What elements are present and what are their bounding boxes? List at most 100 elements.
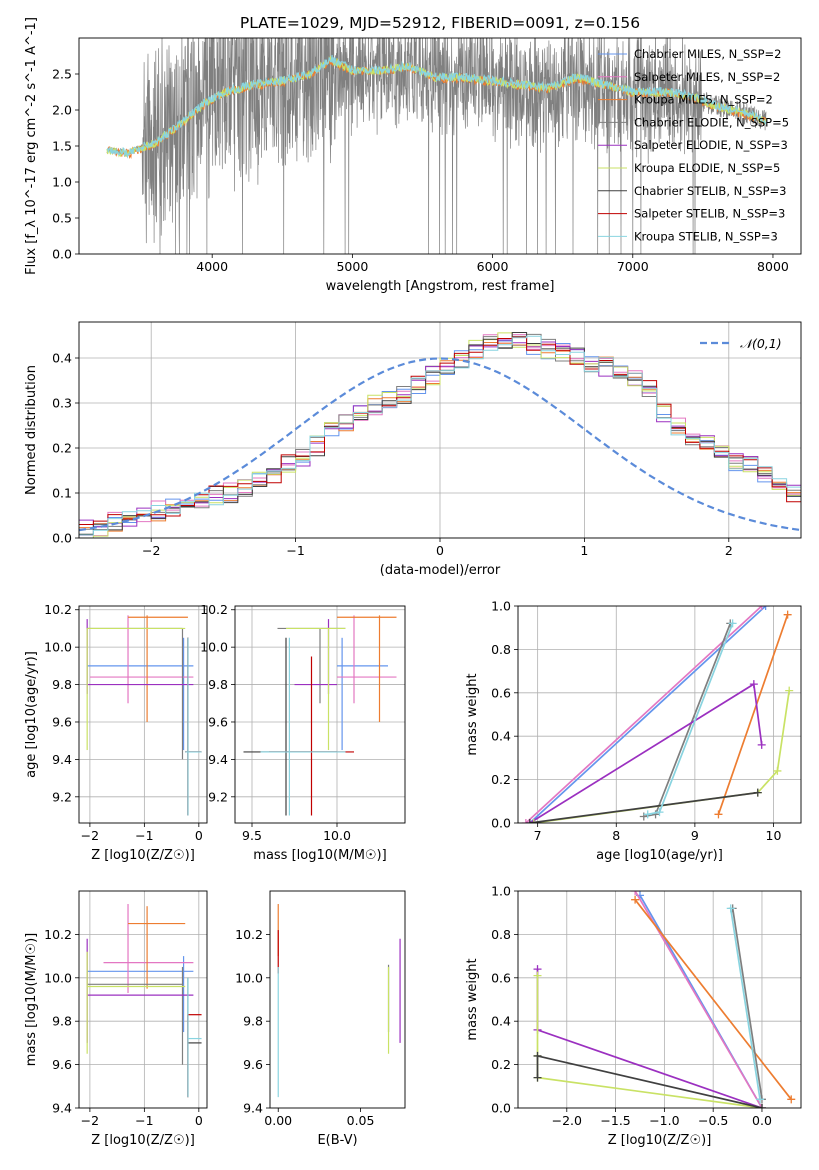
y-axis-label: mass [log10(M/M☉)] xyxy=(24,933,39,1066)
y-axis-label: age [log10(age/yr)] xyxy=(24,651,39,778)
y-tick-label: 9.6 xyxy=(243,1057,263,1072)
x-tick-label: −2 xyxy=(81,828,99,843)
massweight-line xyxy=(536,969,763,1108)
legend-label: Chabrier ELODIE, N_SSP=5 xyxy=(634,115,789,129)
x-tick-label: −2 xyxy=(81,1113,99,1128)
legend-label: Kroupa MILES, N_SSP=2 xyxy=(634,93,773,107)
y-tick-label: 9.8 xyxy=(52,677,72,692)
plus-marker xyxy=(773,766,782,775)
x-tick-label: 9.5 xyxy=(242,828,262,843)
x-tick-label: −2 xyxy=(142,543,160,558)
plus-marker xyxy=(533,971,542,980)
plus-marker xyxy=(714,810,723,819)
x-tick-label: 0 xyxy=(436,543,444,558)
plus-marker xyxy=(631,895,640,904)
x-axis-label: Z [log10(Z/Z☉)] xyxy=(608,1133,712,1148)
legend-label: 𝒩(0,1) xyxy=(740,336,782,351)
spectrum-model-line xyxy=(106,54,767,159)
massweight-line xyxy=(643,623,732,818)
y-axis-label: mass weight xyxy=(465,958,480,1040)
plot-area xyxy=(79,606,207,823)
legend-spectrum: Chabrier MILES, N_SSP=2 Salpeter MILES, N… xyxy=(598,47,789,243)
plus-marker xyxy=(756,1095,765,1104)
plot-area xyxy=(79,891,207,1108)
y-tick-label: 0.8 xyxy=(491,642,511,657)
y-tick-label: 0.2 xyxy=(52,441,72,456)
errorbar-point xyxy=(86,619,194,694)
y-tick-label: 9.2 xyxy=(208,789,228,804)
x-tick-label: −1 xyxy=(286,543,304,558)
plot-area xyxy=(235,606,405,823)
errorbar-point xyxy=(185,637,202,816)
errorbar-point xyxy=(103,904,194,993)
y-tick-label: 0.0 xyxy=(491,1101,511,1116)
y-tick-label: 10.0 xyxy=(44,970,72,985)
axes-frame xyxy=(78,890,208,1109)
y-tick-label: 10.2 xyxy=(235,927,263,942)
y-tick-label: 0.2 xyxy=(491,1057,511,1072)
massweight-line xyxy=(731,908,763,1100)
errorbar-point xyxy=(286,627,346,751)
y-tick-label: 9.6 xyxy=(208,714,228,729)
legend-label: Chabrier MILES, N_SSP=2 xyxy=(634,47,781,61)
plus-marker xyxy=(783,610,792,619)
y-tick-label: 0.4 xyxy=(52,351,72,366)
x-tick-label: −2.0 xyxy=(552,1113,582,1128)
plot-area xyxy=(518,606,801,823)
plus-marker xyxy=(757,606,766,610)
x-axis-label: age [log10(age/yr)] xyxy=(596,848,723,863)
plus-marker xyxy=(787,1095,796,1104)
plus-marker xyxy=(753,788,762,797)
plus-marker xyxy=(631,891,640,895)
x-tick-label: 7000 xyxy=(617,259,649,274)
errorbar-point xyxy=(294,619,337,694)
errorbar-point xyxy=(128,615,188,722)
legend-label: Salpeter STELIB, N_SSP=3 xyxy=(634,207,785,221)
axes-frame xyxy=(78,321,802,539)
y-axis-label: mass weight xyxy=(465,673,480,755)
plot-area xyxy=(106,38,767,254)
massweight-line xyxy=(529,791,758,823)
x-tick-label: 8000 xyxy=(757,259,789,274)
x-tick-label: 10.0 xyxy=(323,828,351,843)
errorbar-point xyxy=(187,1014,202,1098)
plus-marker xyxy=(761,606,770,610)
errorbar-point xyxy=(243,637,337,816)
plus-marker xyxy=(525,819,534,823)
y-tick-label: 9.8 xyxy=(243,1014,263,1029)
legend-label: Kroupa STELIB, N_SSP=3 xyxy=(634,229,778,243)
y-tick-label: 1.0 xyxy=(52,175,72,190)
y-tick-label: 2.5 xyxy=(52,67,72,82)
y-tick-label: 10.0 xyxy=(200,640,228,655)
plus-marker xyxy=(655,808,664,817)
y-tick-label: 0.4 xyxy=(491,1014,511,1029)
errorbar-point xyxy=(86,627,186,751)
plus-marker xyxy=(757,740,766,749)
errorbar-point xyxy=(337,615,397,722)
y-tick-label: 0.6 xyxy=(491,970,511,985)
plus-marker xyxy=(529,819,538,823)
errorbar-point xyxy=(337,615,397,704)
x-axis-label: Z [log10(Z/Z☉)] xyxy=(91,848,195,863)
errorbar-point xyxy=(86,951,186,1054)
errorbar-point xyxy=(87,637,194,751)
errorbar-point xyxy=(87,956,194,1033)
legend-label: Salpeter MILES, N_SSP=2 xyxy=(634,70,780,84)
panel-mass_vs_Z: −2 −1 0 9.4 9.6 9.8 10.0 10.2 Z [log10(Z/Z☉)] mas… xyxy=(24,890,208,1148)
y-tick-label: 1.5 xyxy=(52,139,72,154)
y-tick-label: 9.6 xyxy=(52,1057,72,1072)
axes-frame xyxy=(234,605,406,824)
massweight-line xyxy=(533,690,791,823)
x-tick-label: 0.05 xyxy=(347,1113,375,1128)
x-axis-label: mass [log10(M/M☉)] xyxy=(253,848,386,863)
histogram-step xyxy=(79,336,801,525)
plus-marker xyxy=(785,686,794,695)
y-tick-label: 9.4 xyxy=(52,752,72,767)
massweight-line xyxy=(529,682,763,823)
x-tick-label: −0.5 xyxy=(698,1113,728,1128)
y-tick-label: 0.0 xyxy=(491,816,511,831)
y-tick-label: 1.0 xyxy=(491,599,511,614)
massweight-line xyxy=(529,606,767,823)
y-tick-label: 9.6 xyxy=(52,714,72,729)
